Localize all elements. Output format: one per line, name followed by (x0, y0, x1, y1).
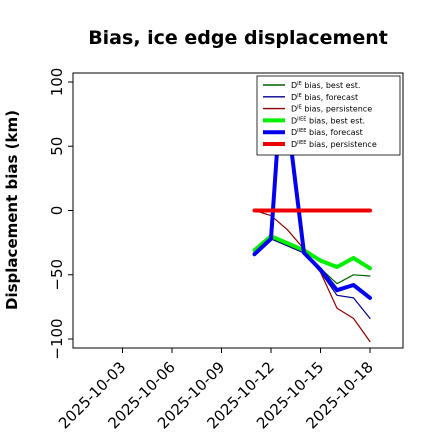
legend-box (256, 75, 401, 156)
series-line-diie-fore (252, 116, 372, 300)
y-axis: 100 50 0 −50 −100 (48, 68, 73, 360)
legend-entry-diie-fore: DIIEE bias, forecast (291, 128, 363, 137)
y-tick-label: −50 (48, 259, 66, 291)
series-layer (252, 116, 372, 343)
y-tick-label: 50 (48, 137, 66, 156)
legend: DIE bias, best est. DIE bias, forecast DIE… (256, 75, 401, 156)
y-tick-label: 0 (48, 206, 66, 216)
legend-entry-diie-pers: DIIEE bias, persistence (291, 140, 377, 149)
legend-entry-de-best: DIE bias, best est. (291, 81, 360, 90)
y-tick-label: −100 (48, 318, 66, 359)
y-axis-label: Displacement bias (km) (3, 110, 21, 310)
legend-entry-de-pers: DIE bias, persistence (291, 105, 372, 114)
y-tick-label: 100 (48, 68, 66, 97)
legend-entry-diie-best: DIIEE bias, best est. (291, 116, 365, 125)
legend-entry-de-fore: DIE bias, forecast (291, 93, 358, 102)
x-axis: 2025-10-032025-10-062025-10-092025-10-12… (55, 348, 377, 432)
chart-title: Bias, ice edge displacement (88, 27, 388, 49)
series-line-de-fore (253, 238, 371, 319)
